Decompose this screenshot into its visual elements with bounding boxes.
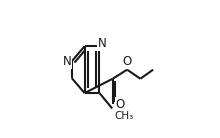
- Text: N: N: [63, 55, 72, 68]
- Text: CH₃: CH₃: [114, 111, 134, 121]
- Text: O: O: [116, 98, 125, 111]
- Text: O: O: [123, 55, 132, 68]
- Text: N: N: [98, 37, 106, 50]
